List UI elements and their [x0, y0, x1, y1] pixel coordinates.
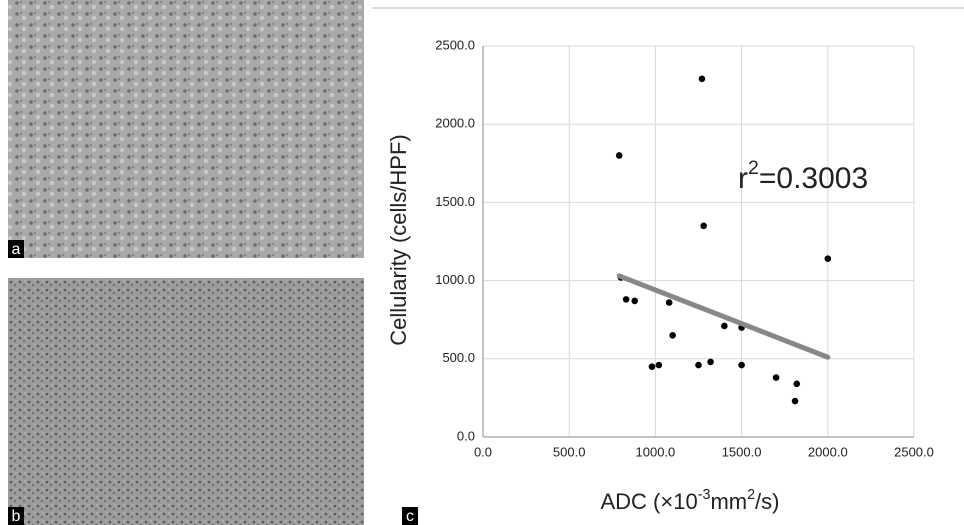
y-axis-title: Cellularity (cells/HPF) — [386, 134, 411, 345]
point — [738, 361, 745, 369]
x-axis-title: ADC (×10-3mm2/s) — [601, 487, 780, 514]
annotation-part: =0.3003 — [759, 162, 868, 195]
trend-line — [616, 273, 831, 360]
x-tick-label: 500.0 — [553, 444, 586, 459]
point — [655, 361, 663, 369]
x-axis-title-part: ADC (×10 — [601, 489, 698, 514]
point — [791, 397, 799, 405]
point — [707, 358, 714, 366]
x-tick-label: 1500.0 — [722, 444, 762, 459]
label-box — [8, 240, 24, 258]
x-axis-title-part: /s) — [755, 489, 779, 514]
x-tick-label: 0.0 — [474, 444, 492, 459]
point — [772, 374, 780, 381]
point — [695, 361, 702, 369]
panel-label: c — [406, 508, 414, 525]
point — [721, 322, 728, 330]
y-tick-label: 2500.0 — [435, 37, 475, 52]
y-tick-label: 500.0 — [442, 350, 475, 365]
panel-label: b — [12, 508, 21, 525]
x-axis-title-part: -3 — [698, 487, 711, 503]
x-axis-title-part: 2 — [747, 487, 755, 503]
x-tick-label: 1000.0 — [636, 444, 676, 459]
x-axis-title-part: mm — [710, 489, 747, 514]
chart: 0.0 500.0 1000.0 1500.0 2000.0 2500.0 0.0 500.0… — [386, 37, 934, 513]
x-tick-label: 2500.0 — [894, 444, 934, 459]
y-tick-label: 0.0 — [457, 428, 475, 443]
point — [615, 152, 623, 159]
y-tick-label: 2000.0 — [435, 116, 475, 131]
micrograph-b — [8, 278, 364, 525]
point — [631, 297, 639, 305]
point — [698, 75, 706, 83]
panel-label: a — [12, 241, 21, 258]
point — [648, 363, 656, 370]
point — [622, 296, 630, 303]
point — [665, 299, 673, 306]
label-box — [8, 507, 24, 525]
point — [793, 380, 801, 388]
y-tick-label: 1500.0 — [435, 194, 475, 209]
point — [824, 255, 832, 263]
x-tick-label: 2000.0 — [808, 444, 848, 459]
y-tick-label: 1000.0 — [435, 272, 475, 287]
annotation-part: 2 — [748, 157, 759, 179]
micrograph-a — [8, 0, 364, 258]
annotation-part: r — [738, 162, 748, 195]
point — [669, 332, 676, 339]
point — [700, 222, 707, 230]
annotation: r2=0.3003 — [738, 157, 868, 195]
label-box — [402, 507, 418, 525]
